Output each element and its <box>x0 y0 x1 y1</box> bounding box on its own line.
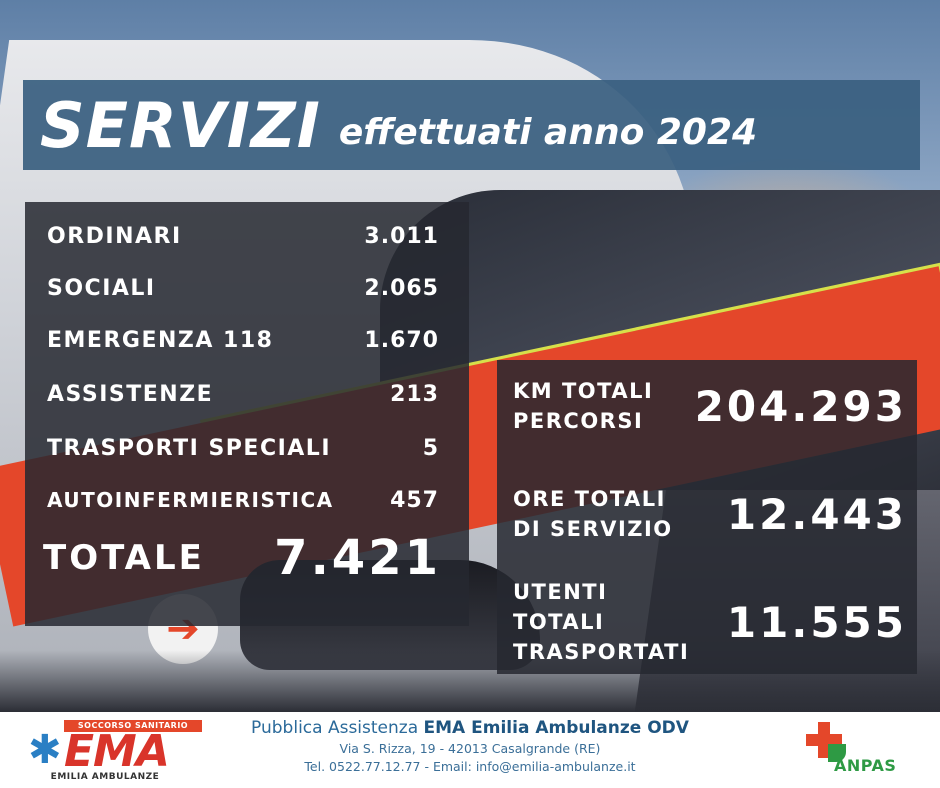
org-name-line: Pubblica Assistenza EMA Emilia Ambulanze… <box>200 716 740 740</box>
ema-logo-word: EMA <box>64 726 170 777</box>
org-address: Via S. Rizza, 19 - 42013 Casalgrande (RE… <box>339 741 601 756</box>
service-value: 1.670 <box>364 327 439 353</box>
title-sub: effettuati anno 2024 <box>338 111 758 153</box>
service-row-assistenze: ASSISTENZE 213 <box>47 374 439 414</box>
service-value: 2.065 <box>364 275 439 301</box>
star-of-life-icon: ✱ <box>28 727 62 773</box>
service-label: AUTOINFERMIERISTICA <box>47 488 334 512</box>
service-row-emergenza: EMERGENZA 118 1.670 <box>47 320 439 360</box>
anpas-logo: ANPAS <box>804 722 914 782</box>
stat-utenti: UTENTI TOTALI TRASPORTATI 11.555 <box>513 580 907 664</box>
stat-label-line1: ORE TOTALI <box>513 487 666 511</box>
stat-value: 204.293 <box>694 381 907 431</box>
ema-logo-sub: EMILIA AMBULANZE <box>50 772 160 782</box>
service-value: 213 <box>390 381 439 407</box>
service-label: SOCIALI <box>47 275 156 301</box>
service-row-autoinfermieristica: AUTOINFERMIERISTICA 457 <box>47 480 439 520</box>
stat-ore: ORE TOTALI DI SERVIZIO 12.443 <box>513 474 907 554</box>
ema-logo: SOCCORSO SANITARIO ✱ EMA EMILIA AMBULANZ… <box>28 720 202 782</box>
service-value: 5 <box>422 435 439 461</box>
footer: SOCCORSO SANITARIO ✱ EMA EMILIA AMBULANZ… <box>0 712 940 788</box>
stat-label-line2: PERCORSI <box>513 409 644 433</box>
stat-label: UTENTI TOTALI TRASPORTATI <box>513 577 703 667</box>
stat-label: ORE TOTALI DI SERVIZIO <box>513 484 703 544</box>
stat-km: KM TOTALI PERCORSI 204.293 <box>513 366 907 446</box>
total-value: 7.421 <box>274 530 441 586</box>
service-label: ORDINARI <box>47 223 182 249</box>
stat-value: 12.443 <box>726 489 907 539</box>
service-label: EMERGENZA 118 <box>47 327 274 353</box>
org-name: EMA Emilia Ambulanze ODV <box>423 718 689 738</box>
service-label: ASSISTENZE <box>47 381 214 407</box>
service-value: 3.011 <box>364 223 439 249</box>
service-row-ordinari: ORDINARI 3.011 <box>47 216 439 256</box>
anpas-cross-icon <box>806 722 846 762</box>
service-total-row: TOTALE 7.421 <box>43 528 441 588</box>
service-value: 457 <box>390 487 439 513</box>
stat-label: KM TOTALI PERCORSI <box>513 376 695 436</box>
anpas-logo-word: ANPAS <box>834 756 897 775</box>
total-label: TOTALE <box>43 538 205 578</box>
stat-label-line2: TRASPORTATI <box>513 640 690 664</box>
service-row-trasporti-speciali: TRASPORTI SPECIALI 5 <box>47 428 439 468</box>
org-contacts: Tel. 0522.77.12.77 - Email: info@emilia-… <box>304 759 636 774</box>
stats-panel: KM TOTALI PERCORSI 204.293 ORE TOTALI DI… <box>497 360 917 674</box>
services-panel: ORDINARI 3.011 SOCIALI 2.065 EMERGENZA 1… <box>25 202 469 626</box>
service-label: TRASPORTI SPECIALI <box>47 435 332 461</box>
stat-label-line1: KM TOTALI <box>513 379 654 403</box>
stat-label-line1: UTENTI TOTALI <box>513 580 608 634</box>
org-prefix: Pubblica Assistenza <box>251 718 424 738</box>
stat-value: 11.555 <box>726 597 907 647</box>
ema-logo-banner: SOCCORSO SANITARIO <box>64 720 202 732</box>
service-row-sociali: SOCIALI 2.065 <box>47 268 439 308</box>
title-main: SERVIZI <box>40 88 321 162</box>
org-info: Pubblica Assistenza EMA Emilia Ambulanze… <box>200 716 740 776</box>
stat-label-line2: DI SERVIZIO <box>513 517 673 541</box>
title-banner: SERVIZI effettuati anno 2024 <box>23 80 920 170</box>
